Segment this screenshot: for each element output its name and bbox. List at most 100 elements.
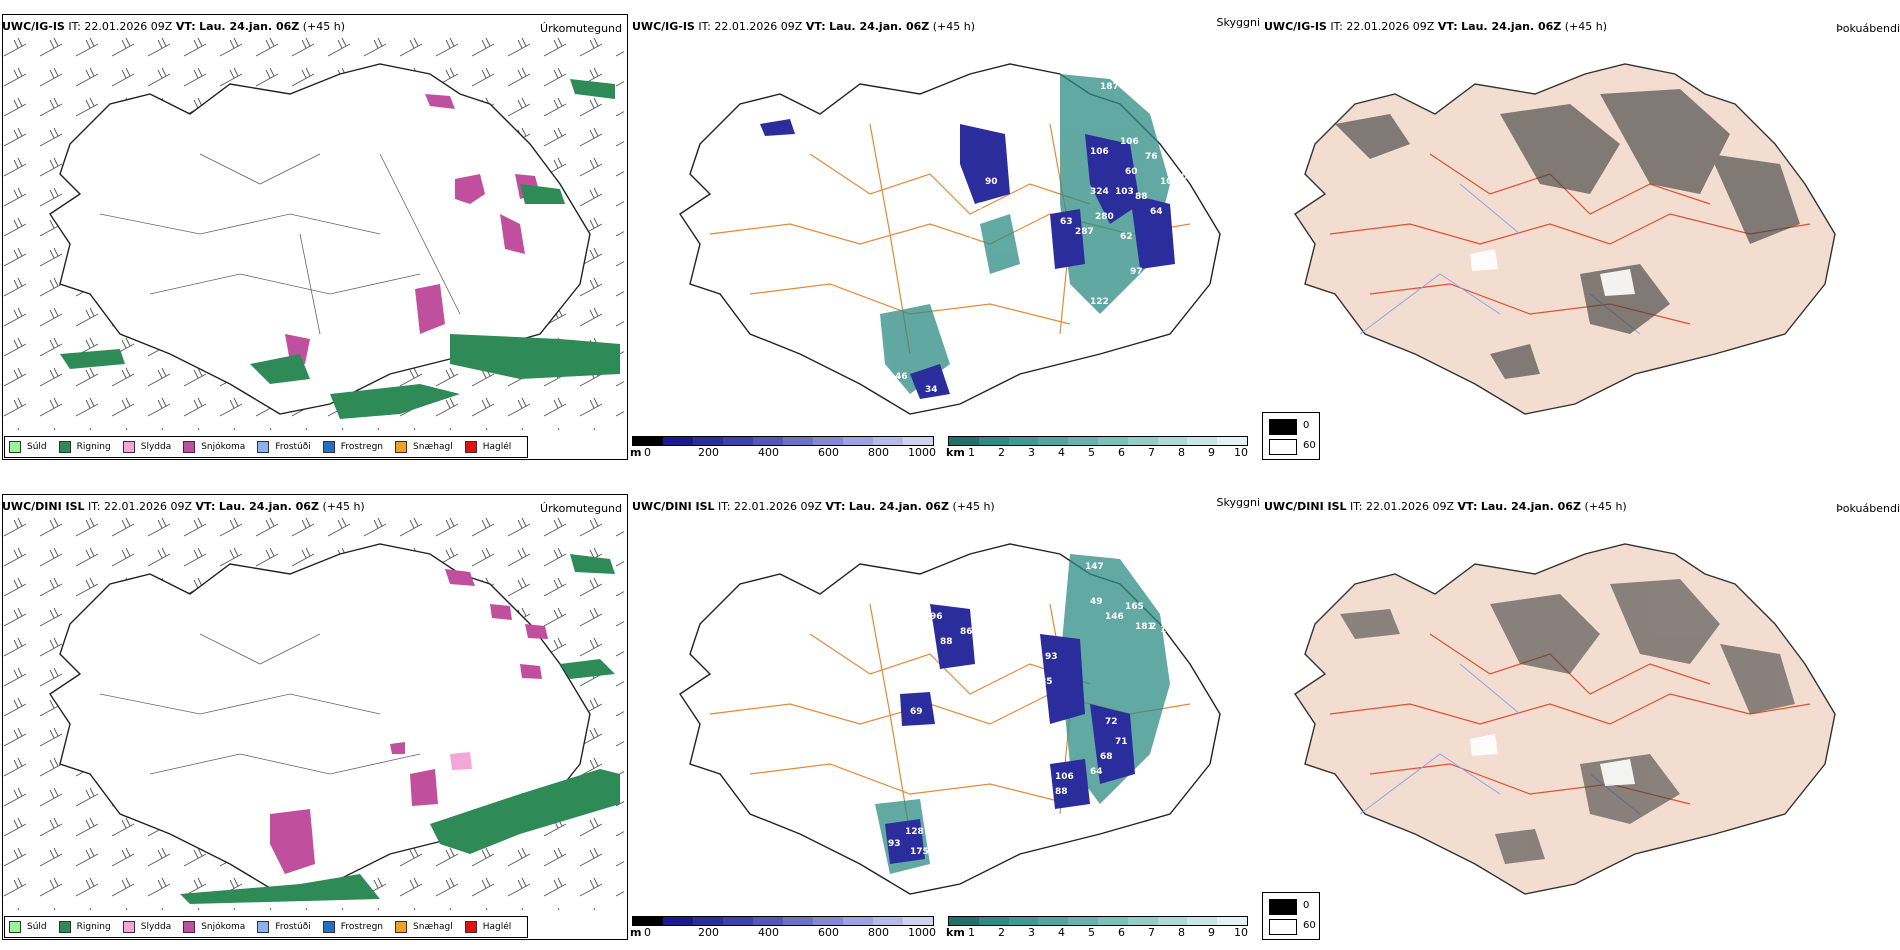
- meter-unit: m: [630, 446, 642, 459]
- panel-header: UWC/IG-IS IT: 22.01.2026 09Z VT: Lau. 24…: [2, 20, 345, 33]
- vt-label: VT:: [825, 500, 846, 513]
- fog-legend-dark: [1269, 899, 1297, 915]
- km-scale: km 1 2 3 4 5 6 7 8 9 10: [946, 436, 1248, 460]
- tick: 200: [698, 926, 719, 939]
- vis-label: 86: [960, 627, 973, 637]
- vis-label: 60: [1125, 167, 1138, 177]
- legend-label: Snjókoma: [201, 922, 246, 932]
- it-label: IT:: [1350, 500, 1363, 513]
- legend-label: Snæhagl: [413, 442, 453, 452]
- vt-value: Lau. 24.jan. 06Z: [848, 500, 949, 513]
- rain-areas: [60, 79, 620, 419]
- km-ticks: 1 2 3 4 5 6 7 8 9 10: [948, 446, 1248, 460]
- vis-label: 73: [1025, 232, 1038, 242]
- tick: 600: [818, 446, 839, 459]
- panel-title: Þokuábendi: [1836, 502, 1900, 515]
- visibility-m-areas: [885, 604, 1135, 864]
- vis-label: 67: [1010, 697, 1023, 707]
- vis-label: 100: [1175, 172, 1194, 182]
- tick: 5: [1088, 446, 1095, 459]
- legend-label: Frostúði: [275, 922, 311, 932]
- it-label: IT:: [68, 20, 81, 33]
- legend-item: Súld: [9, 441, 47, 453]
- vis-label: 287: [1075, 227, 1094, 237]
- legend-item: Slydda: [122, 441, 171, 453]
- fog-legend: 0 60: [1262, 892, 1320, 940]
- vis-label: 189: [1070, 327, 1089, 337]
- meter-scale-bar: [632, 436, 934, 446]
- tick: 0: [644, 446, 651, 459]
- legend-label: Frostregn: [340, 442, 384, 452]
- legend-label: Súld: [27, 442, 47, 452]
- vis-label: 122: [1090, 297, 1109, 307]
- panel-title: Þokuábendi: [1836, 22, 1900, 35]
- legend-label: Haglél: [482, 442, 512, 452]
- tick: 200: [698, 446, 719, 459]
- legend-item: Snæhagl: [395, 441, 453, 453]
- legend-label: Rigning: [76, 922, 111, 932]
- vis-label: 45: [1170, 657, 1183, 667]
- vt-value: Lau. 24.jan. 06Z: [218, 500, 319, 513]
- it-label: IT:: [698, 20, 711, 33]
- legend-label: Haglél: [482, 922, 512, 932]
- fog-panel: UWC/IG-IS IT: 22.01.2026 09Z VT: Lau. 24…: [1260, 0, 1900, 470]
- visibility-map: 187 106 106 76 60 105 324 88 103 64 90 9…: [679, 63, 1221, 415]
- tick: 0: [644, 926, 651, 939]
- vis-label: 63: [1060, 217, 1073, 227]
- tick: 400: [758, 446, 779, 459]
- legend-label: Snjókoma: [201, 442, 246, 452]
- vis-label: 97: [1130, 267, 1143, 277]
- glaciers: [1470, 249, 1635, 296]
- swatch: [122, 921, 135, 933]
- legend-item: Rigning: [58, 441, 111, 453]
- tick: 9: [1208, 446, 1215, 459]
- vis-label: 34: [925, 385, 938, 395]
- vis-label: 88: [1135, 192, 1148, 202]
- it-value: 22.01.2026 09Z: [104, 500, 193, 513]
- km-unit: km: [946, 446, 965, 459]
- tick: 1: [968, 446, 975, 459]
- iceland-outline: [1294, 543, 1836, 895]
- fog-legend-light: [1269, 439, 1297, 455]
- it-label: IT:: [1330, 20, 1343, 33]
- tick: 10: [1234, 926, 1248, 939]
- vis-label: 85: [1040, 677, 1053, 687]
- vis-label: 181: [1135, 622, 1154, 632]
- swatch: [395, 921, 408, 933]
- vis-label: 187: [1100, 82, 1119, 92]
- lead-time: (+45 h): [322, 500, 365, 513]
- legend-label: Rigning: [76, 442, 111, 452]
- vis-label: 85: [960, 237, 973, 247]
- tick: 2: [998, 926, 1005, 939]
- km-unit: km: [946, 926, 965, 939]
- meter-scale: m 0 200 400 600 800 1000: [630, 916, 936, 940]
- it-value: 22.01.2026 09Z: [84, 20, 173, 33]
- meter-unit: m: [630, 926, 642, 939]
- swatch: [257, 921, 270, 933]
- km-scale-bar: [948, 436, 1248, 446]
- swatch: [183, 441, 196, 453]
- legend-item: Frostúði: [257, 441, 311, 453]
- legend-label: Frostúði: [275, 442, 311, 452]
- precip-type-panel: UWC/IG-IS IT: 22.01.2026 09Z VT: Lau. 24…: [0, 0, 630, 470]
- legend-item: Slydda: [122, 921, 171, 933]
- legend-item: Snæhagl: [395, 921, 453, 933]
- meter-scale-bar: [632, 916, 934, 926]
- vis-label: 72: [1105, 717, 1118, 727]
- visibility-labels: 187 106 106 76 60 105 324 88 103 64 90 9…: [895, 82, 1194, 395]
- vis-label: 96: [930, 612, 943, 622]
- vis-label: 69: [910, 707, 923, 717]
- vis-label: 146: [1105, 612, 1124, 622]
- legend-item: Haglél: [464, 441, 512, 453]
- model-name: UWC/IG-IS: [2, 20, 65, 33]
- vis-label: 165: [1125, 602, 1144, 612]
- precip-legend: Súld Rigning Slydda Snjókoma Frostúði Fr…: [4, 436, 529, 458]
- model-name: UWC/DINI ISL: [632, 500, 715, 513]
- visibility-m-areas: [760, 119, 1175, 399]
- tick: 3: [1028, 926, 1035, 939]
- legend-label: Snæhagl: [413, 922, 453, 932]
- vis-label: 128: [905, 827, 924, 837]
- swatch: [464, 441, 477, 453]
- swatch: [395, 441, 408, 453]
- swatch: [9, 921, 21, 933]
